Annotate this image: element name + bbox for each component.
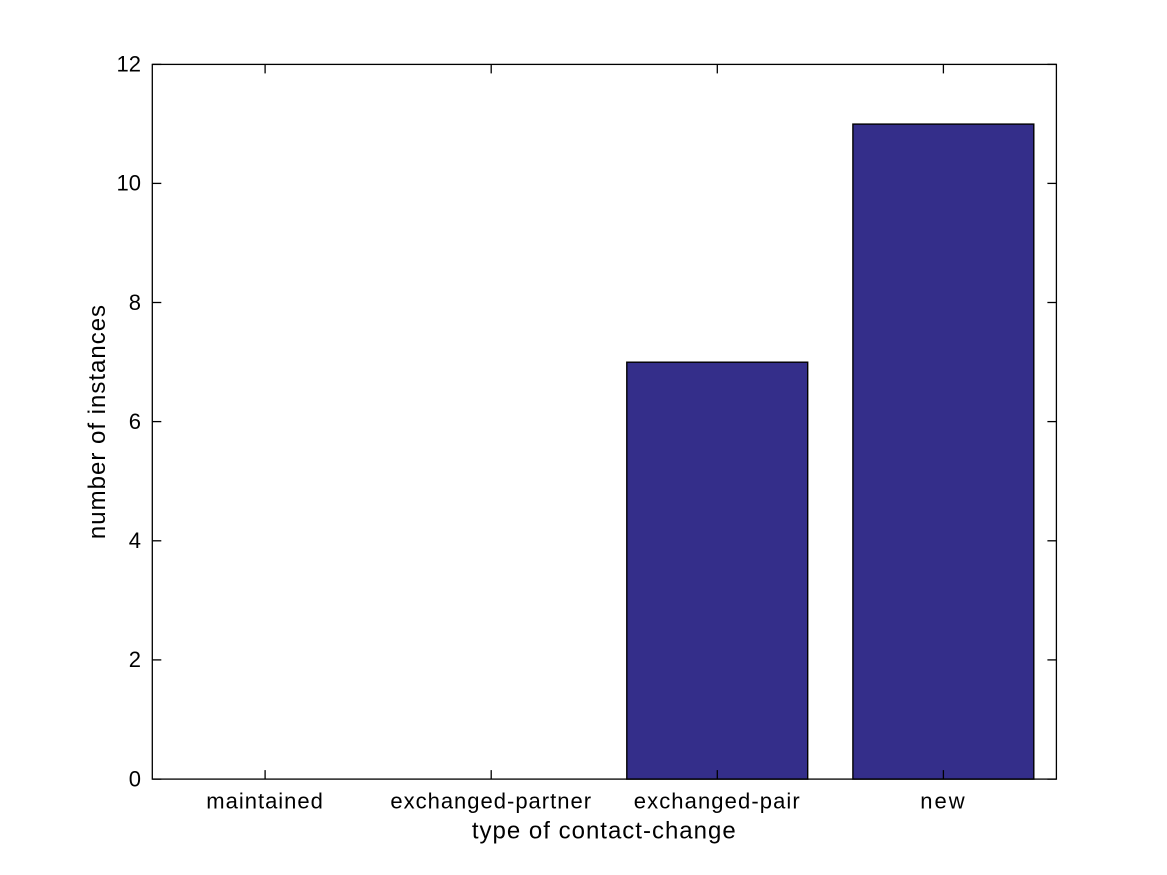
svg-text:2: 2: [129, 647, 141, 672]
svg-text:maintained: maintained: [206, 789, 324, 814]
svg-text:exchanged-partner: exchanged-partner: [390, 789, 592, 814]
svg-text:10: 10: [117, 171, 141, 196]
svg-text:number of instances: number of instances: [84, 304, 111, 539]
svg-text:4: 4: [129, 528, 141, 553]
svg-text:8: 8: [129, 290, 141, 315]
svg-text:12: 12: [117, 52, 141, 77]
svg-text:6: 6: [129, 409, 141, 434]
svg-text:exchanged-pair: exchanged-pair: [634, 789, 801, 814]
svg-text:new: new: [920, 789, 966, 814]
svg-text:type of contact-change: type of contact-change: [472, 817, 737, 844]
svg-text:0: 0: [129, 766, 141, 791]
